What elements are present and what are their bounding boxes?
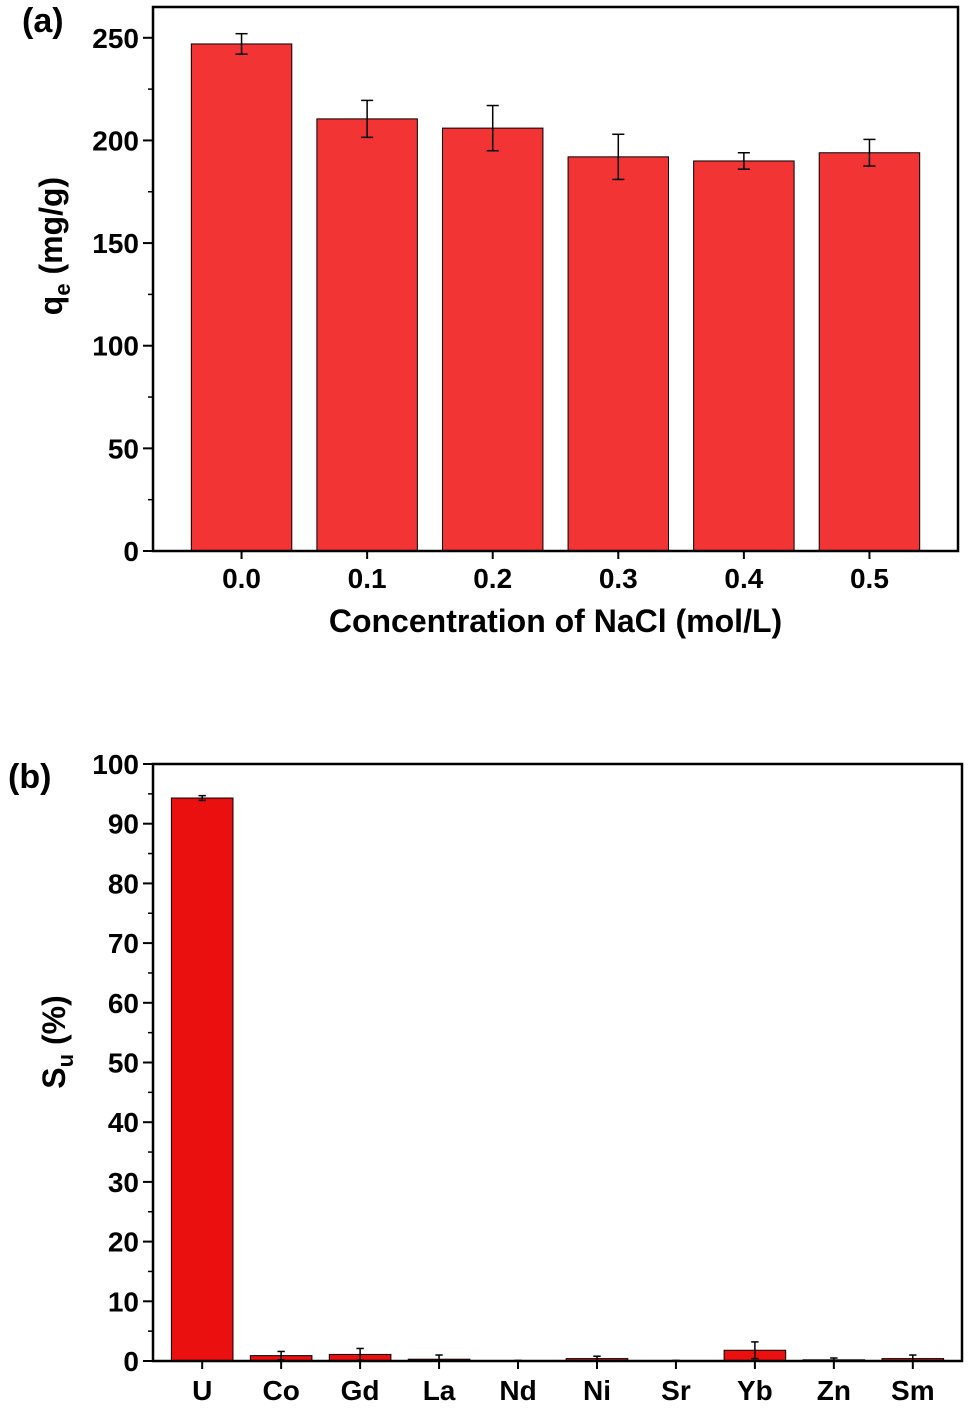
x-tick-label: Sr — [661, 1375, 691, 1406]
x-axis-title: Concentration of NaCl (mol/L) — [329, 603, 782, 639]
plot-frame — [151, 5, 960, 553]
error-bar-U — [198, 794, 206, 802]
y-tick-label: 70 — [108, 928, 139, 959]
x-tick-label: 0.5 — [850, 563, 889, 594]
chart-panel-a: 0.0 0.1 0.2 0.3 0.4 0.5 0 50 100 150 200 250 qe (mg/… — [22, 2, 960, 639]
y-tick-label: 40 — [108, 1107, 139, 1138]
y-tick-label: 10 — [108, 1286, 139, 1317]
plot-frame — [151, 762, 964, 1363]
bar-U — [170, 797, 234, 1362]
error-bar-0.4 — [737, 152, 750, 170]
y-tick-label: 20 — [108, 1227, 139, 1258]
y-axis-title: Su (%) — [36, 995, 78, 1088]
x-tick-label: Gd — [341, 1375, 380, 1406]
x-tick-label: Sm — [891, 1375, 935, 1406]
chart-panel-b: U Co Gd La Nd Ni Sr Yb Zn Sm 0 10 20 30 40 50 60 70 80 90 10… — [8, 749, 964, 1406]
y-tick-label: 60 — [108, 988, 139, 1019]
y-tick-label: 50 — [108, 1048, 139, 1079]
x-tick-label: 0.0 — [222, 563, 261, 594]
x-tick-label: 0.3 — [599, 563, 638, 594]
x-tick-label: 0.2 — [473, 563, 512, 594]
bar-0.4 — [693, 160, 795, 552]
error-bar-0.1 — [361, 99, 374, 139]
bar-0.1 — [316, 118, 418, 552]
y-tick-label: 0 — [123, 536, 139, 567]
bar-0.5 — [818, 152, 921, 552]
x-tick-label: Nd — [499, 1375, 536, 1406]
x-tick-label: U — [192, 1375, 212, 1406]
bar-0.2 — [441, 127, 544, 552]
x-tick-label: La — [423, 1375, 456, 1406]
x-tick-label: 0.4 — [724, 563, 763, 594]
y-tick-label: 100 — [92, 331, 139, 362]
y-tick-label: 90 — [108, 809, 139, 840]
y-tick-label: 80 — [108, 868, 139, 899]
error-bar-0.5 — [863, 138, 876, 167]
y-tick-label: 200 — [92, 125, 139, 156]
error-bar-0.0 — [235, 32, 248, 55]
y-tick-label: 50 — [108, 433, 139, 464]
x-tick-label: Ni — [583, 1375, 611, 1406]
y-tick-label: 0 — [123, 1346, 139, 1377]
error-bar-Yb — [751, 1341, 759, 1360]
error-bar-0.2 — [486, 104, 499, 152]
x-tick-label: Co — [262, 1375, 299, 1406]
x-tick-label: Zn — [817, 1375, 851, 1406]
x-tick-label: Yb — [737, 1375, 773, 1406]
y-tick-label: 30 — [108, 1167, 139, 1198]
y-tick-label: 100 — [92, 749, 139, 780]
panel-label: (b) — [8, 758, 51, 796]
bar-0.3 — [567, 156, 670, 552]
x-tick-label: 0.1 — [348, 563, 387, 594]
y-tick-label: 150 — [92, 228, 139, 259]
bar-0.0 — [190, 43, 293, 552]
y-axis-title: qe (mg/g) — [33, 177, 75, 315]
panel-label: (a) — [22, 2, 64, 40]
y-tick-label: 250 — [92, 23, 139, 54]
error-bar-0.3 — [612, 133, 625, 181]
